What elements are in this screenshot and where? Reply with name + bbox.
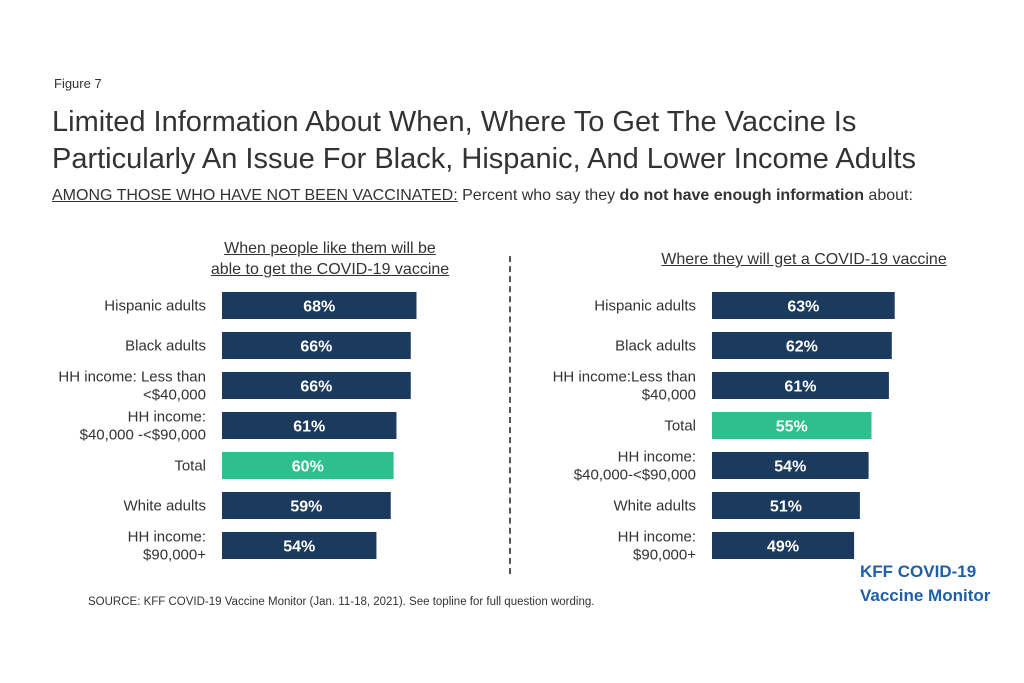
brand-line-1: KFF COVID-19 [860, 562, 977, 581]
subtitle-text-1: Percent who say they [457, 187, 620, 204]
category-label: White adults [123, 498, 206, 515]
bar [712, 332, 892, 359]
category-label: HH income:Less than [553, 369, 696, 386]
figure-label: Figure 7 [54, 76, 102, 91]
left-header-line-2: able to get the COVID-19 vaccine [210, 261, 450, 278]
subtitle-bold: do not have enough information [619, 187, 864, 204]
left-header-line-1: When people like them will be [224, 240, 436, 257]
category-label: HH income: Less than [58, 369, 206, 386]
page-title: Limited Information About When, Where To… [52, 104, 1012, 178]
data-label: 68% [303, 299, 335, 316]
category-label: Hispanic adults [104, 298, 206, 315]
data-label: 54% [283, 539, 315, 556]
bar [222, 372, 411, 399]
data-label: 66% [300, 379, 332, 396]
right-panel-header: Where they will get a COVID-19 vaccine [604, 249, 1004, 270]
chart-subtitle: AMONG THOSE WHO HAVE NOT BEEN VACCINATED… [52, 186, 952, 206]
left-panel-header: When people like them will be able to ge… [150, 238, 510, 280]
data-label: 61% [784, 379, 816, 396]
category-label: $40,000 -<$90,000 [80, 427, 206, 444]
brand-line-2: Vaccine Monitor [860, 586, 991, 605]
right-header-line-1: Where they will get a COVID-19 vaccine [661, 251, 947, 268]
category-label: $40,000 [642, 387, 696, 404]
title-line-1: Limited Information About When, Where To… [52, 106, 857, 138]
category-label: HH income: [618, 449, 696, 466]
category-label: Hispanic adults [594, 298, 696, 315]
panel-divider [509, 256, 511, 574]
data-label: 60% [292, 459, 324, 476]
data-label: 62% [786, 339, 818, 356]
category-label: Total [664, 418, 696, 435]
category-label: Total [174, 458, 206, 475]
category-label: <$40,000 [143, 387, 206, 404]
category-label: $90,000+ [633, 547, 696, 564]
bar [712, 452, 869, 479]
data-label: 55% [776, 419, 808, 436]
subtitle-population: AMONG THOSE WHO HAVE NOT BEEN VACCINATED… [52, 187, 458, 204]
category-label: HH income: [128, 409, 206, 426]
subtitle-text-2: about: [863, 187, 913, 204]
category-label: $90,000+ [143, 547, 206, 564]
data-label: 51% [770, 499, 802, 516]
data-label: 49% [767, 539, 799, 556]
data-label: 54% [774, 459, 806, 476]
bar [712, 492, 860, 519]
category-label: White adults [613, 498, 696, 515]
data-label: 63% [787, 299, 819, 316]
bar [222, 412, 397, 439]
category-label: HH income: [618, 529, 696, 546]
category-label: $40,000-<$90,000 [574, 467, 696, 484]
bar [222, 532, 377, 559]
source-note: SOURCE: KFF COVID-19 Vaccine Monitor (Ja… [88, 596, 595, 608]
data-label: 59% [290, 499, 322, 516]
category-label: Black adults [125, 338, 206, 355]
bar [712, 532, 855, 559]
bar [222, 332, 411, 359]
bar [712, 292, 895, 319]
data-label: 61% [293, 419, 325, 436]
category-label: Black adults [615, 338, 696, 355]
data-label: 66% [300, 339, 332, 356]
bar [222, 492, 391, 519]
kff-logo: KFF COVID-19 Vaccine Monitor [860, 560, 990, 608]
bar [712, 372, 889, 399]
bar [222, 292, 417, 319]
category-label: HH income: [128, 529, 206, 546]
bar [222, 452, 394, 479]
title-line-2: Particularly An Issue For Black, Hispani… [52, 143, 916, 175]
bar [712, 412, 872, 439]
